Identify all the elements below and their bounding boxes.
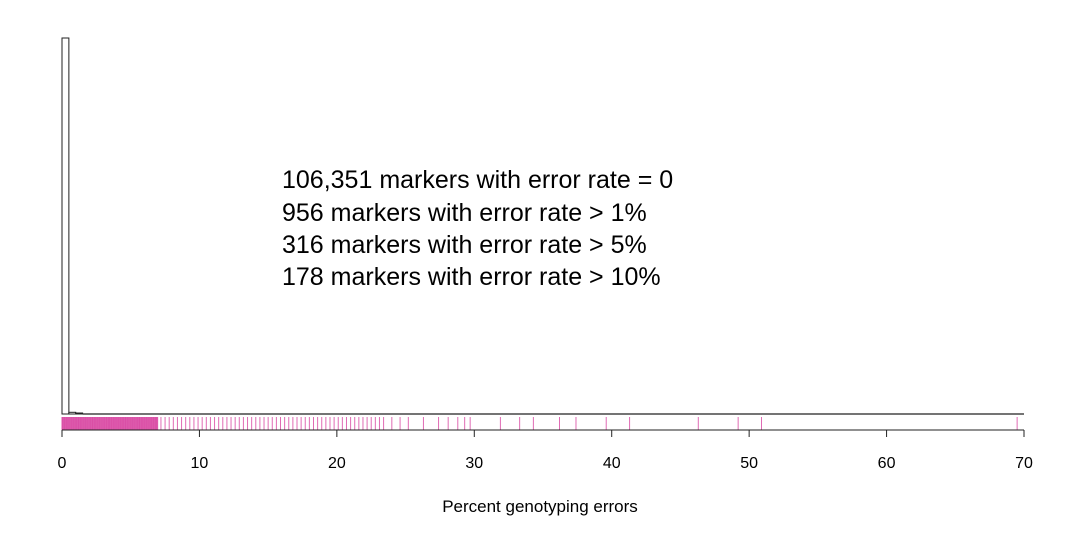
rug-marks [61, 417, 1018, 430]
annotation-over-5-percent: 316 markers with error rate > 5% [282, 231, 647, 259]
annotation-zero-errors: 106,351 markers with error rate = 0 [282, 166, 673, 194]
x-tick-label: 20 [328, 455, 346, 472]
x-tick-label: 40 [603, 455, 621, 472]
x-tick-label: 50 [740, 455, 758, 472]
x-tick-label: 60 [878, 455, 896, 472]
x-axis: 0 10 20 30 40 50 60 70 [58, 429, 1033, 472]
histogram-bar-0 [61, 37, 70, 415]
x-tick-label: 70 [1015, 455, 1033, 472]
x-tick-label: 10 [191, 455, 209, 472]
annotation-over-10-percent: 178 markers with error rate > 10% [282, 263, 661, 291]
x-axis-title: Percent genotyping errors [442, 497, 638, 516]
histogram-bar-1 [68, 411, 77, 415]
histogram-bars [61, 37, 1024, 415]
annotation-over-1-percent: 956 markers with error rate > 1% [282, 199, 647, 227]
x-tick-label: 0 [58, 455, 67, 472]
x-tick-label: 30 [465, 455, 483, 472]
histogram-bar-2 [75, 412, 84, 415]
